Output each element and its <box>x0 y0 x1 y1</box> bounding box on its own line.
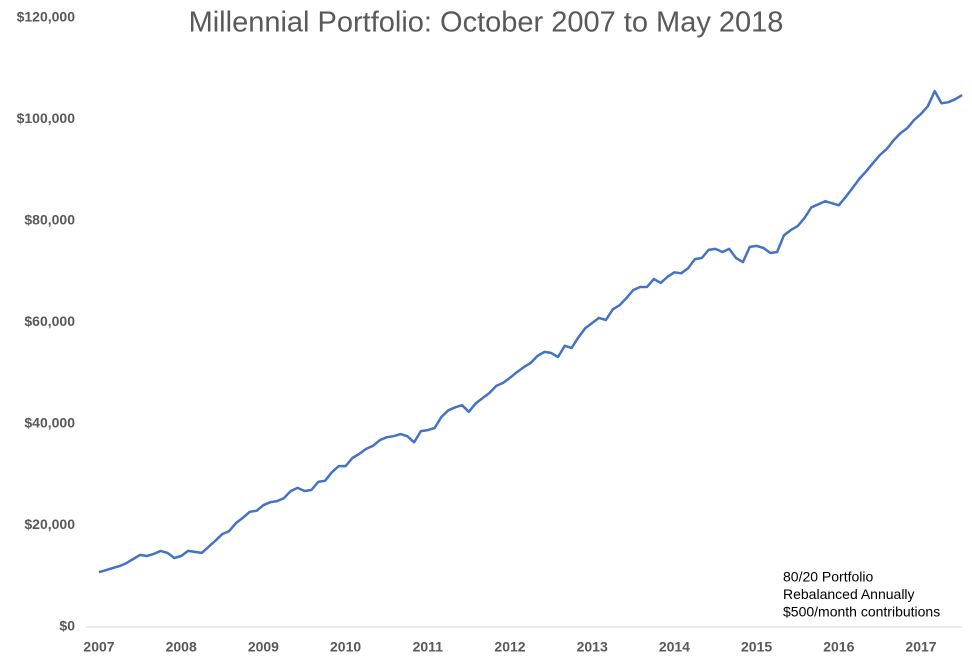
annotation: 80/20 Portfolio <box>783 569 873 585</box>
y-tick-label: $20,000 <box>24 516 75 532</box>
x-tick-label: 2008 <box>166 639 197 655</box>
y-tick-label: $100,000 <box>17 110 76 126</box>
y-tick-label: $0 <box>59 618 75 634</box>
annotation: $500/month contributions <box>783 604 940 620</box>
x-tick-label: 2013 <box>577 639 608 655</box>
x-tick-label: 2011 <box>413 639 444 655</box>
y-tick-label: $60,000 <box>24 313 75 329</box>
x-tick-label: 2014 <box>659 639 690 655</box>
x-tick-label: 2017 <box>905 639 936 655</box>
x-tick-label: 2015 <box>741 639 772 655</box>
annotation: Rebalanced Annually <box>783 586 915 602</box>
x-tick-label: 2016 <box>823 639 854 655</box>
y-tick-label: $120,000 <box>17 9 76 25</box>
x-tick-label: 2012 <box>494 639 525 655</box>
chart-title: Millennial Portfolio: October 2007 to Ma… <box>189 7 784 39</box>
x-tick-label: 2010 <box>330 639 361 655</box>
x-tick-label: 2009 <box>248 639 279 655</box>
x-tick-label: 2007 <box>83 639 114 655</box>
y-tick-label: $40,000 <box>24 415 75 431</box>
line <box>98 89 963 574</box>
y-tick-label: $80,000 <box>24 212 75 228</box>
